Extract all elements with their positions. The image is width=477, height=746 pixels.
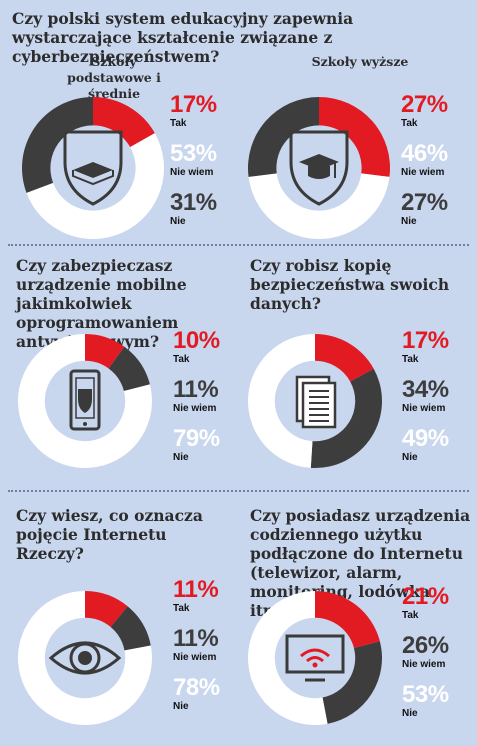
stat-group-backup: 17% Tak 34% Nie wiem 49% Nie xyxy=(402,328,449,475)
slice-nie-wiem xyxy=(248,173,390,239)
stat-label: Nie xyxy=(402,452,418,463)
stat-label: Nie wiem xyxy=(173,652,217,663)
donut-chart-iot xyxy=(17,591,153,725)
stat-value: 17% xyxy=(402,327,449,354)
slice-tak xyxy=(315,591,380,649)
stat-value: 78% xyxy=(173,674,220,701)
stat-value: 49% xyxy=(402,425,449,452)
stat-value: 34% xyxy=(402,376,449,403)
slice-tak xyxy=(85,591,128,628)
slice-nie xyxy=(247,334,315,468)
subtitle-primary-secondary: Szkoły podstawowe i średnie xyxy=(67,54,161,101)
stat-value: 27% xyxy=(401,91,448,118)
stat-value: 11% xyxy=(173,376,219,403)
stat-label: Nie xyxy=(170,216,186,227)
stat-nie: 49% Nie xyxy=(402,426,449,464)
slice-tak xyxy=(319,97,390,177)
donut-chart-mobile-antivirus xyxy=(17,334,152,468)
stat-label: Tak xyxy=(170,118,187,129)
stat-label: Nie wiem xyxy=(173,403,217,414)
stat-value: 53% xyxy=(402,681,449,708)
shield-outline xyxy=(63,130,123,206)
stat-value: 31% xyxy=(170,189,217,216)
question-education: Czy polski system edukacyjny zapewnia wy… xyxy=(12,9,354,66)
stat-nie: 31% Nie xyxy=(170,190,217,228)
stat-nie-wiem: 46% Nie wiem xyxy=(401,141,448,179)
stat-label: Nie wiem xyxy=(401,167,445,178)
stat-value: 53% xyxy=(170,140,217,167)
question-backup: Czy robisz kopię bezpieczeństwa swoich d… xyxy=(250,256,450,313)
stat-nie: 27% Nie xyxy=(401,190,448,228)
stat-group-primary: 17% Tak 53% Nie wiem 31% Nie xyxy=(170,92,217,239)
graduation-cap-icon xyxy=(289,130,349,206)
stat-group-higher: 27% Tak 46% Nie wiem 27% Nie xyxy=(401,92,448,239)
slice-nie xyxy=(21,97,93,193)
stat-group-devices: 21% Tak 26% Nie wiem 53% Nie xyxy=(402,584,449,731)
stat-label: Nie xyxy=(173,701,189,712)
eye-icon xyxy=(48,641,122,675)
stat-value: 11% xyxy=(173,625,219,652)
subtitle-higher: Szkoły wyższe xyxy=(311,54,409,69)
smartphone-shield-icon xyxy=(69,369,101,431)
stat-label: Nie xyxy=(402,708,418,719)
stat-nie-wiem: 11% Nie wiem xyxy=(173,626,220,664)
stat-value: 46% xyxy=(401,140,448,167)
donut-chart-primary-schools xyxy=(21,97,164,239)
documents-icon xyxy=(295,375,337,429)
stat-label: Nie wiem xyxy=(170,167,214,178)
stat-value: 27% xyxy=(401,189,448,216)
stat-label: Tak xyxy=(402,354,419,365)
slice-nie-wiem xyxy=(310,368,382,468)
stat-nie-wiem: 11% Nie wiem xyxy=(173,377,220,415)
slice-tak xyxy=(93,97,155,148)
section-divider xyxy=(8,244,469,246)
stat-nie-wiem: 26% Nie wiem xyxy=(402,633,449,671)
slice-tak xyxy=(315,334,374,382)
slice-nie xyxy=(17,334,152,468)
stat-nie-wiem: 53% Nie wiem xyxy=(170,141,217,179)
stat-label: Nie wiem xyxy=(402,659,446,670)
question-connected-devices: Czy posiadasz urządzenia codziennego uży… xyxy=(250,506,471,620)
stat-group-mobile: 10% Tak 11% Nie wiem 79% Nie xyxy=(173,328,220,475)
stat-label: Nie wiem xyxy=(402,403,446,414)
stat-value: 21% xyxy=(402,583,449,610)
slice-nie xyxy=(248,97,319,177)
stat-label: Tak xyxy=(173,603,190,614)
stat-value: 10% xyxy=(173,327,220,354)
stat-tak: 10% Tak xyxy=(173,328,220,366)
stat-label: Tak xyxy=(173,354,190,365)
stat-nie-wiem: 34% Nie wiem xyxy=(402,377,449,415)
slice-nie-wiem xyxy=(26,133,164,239)
slice-tak xyxy=(85,334,125,369)
question-iot: Czy wiesz, co oznacza pojęcie Internetu … xyxy=(16,506,203,563)
stat-tak: 17% Tak xyxy=(402,328,449,366)
stat-nie: 53% Nie xyxy=(402,682,449,720)
stat-label: Nie xyxy=(173,452,189,463)
section-divider xyxy=(8,490,469,492)
stat-tak: 21% Tak xyxy=(402,584,449,622)
donut-chart-higher-schools xyxy=(248,97,390,239)
donut-chart-connected-devices xyxy=(247,591,382,725)
slice-nie-wiem xyxy=(108,346,150,392)
stat-value: 11% xyxy=(173,576,219,603)
stat-nie: 78% Nie xyxy=(173,675,220,713)
stat-nie: 79% Nie xyxy=(173,426,220,464)
stat-group-iot: 11% Tak 11% Nie wiem 78% Nie xyxy=(173,577,220,724)
stat-label: Nie xyxy=(401,216,417,227)
stat-label: Tak xyxy=(402,610,419,621)
book-icon xyxy=(63,130,123,206)
stat-tak: 27% Tak xyxy=(401,92,448,130)
slice-nie-wiem xyxy=(110,606,151,651)
slice-nie-wiem xyxy=(322,641,382,724)
slice-nie xyxy=(247,591,328,725)
stat-value: 79% xyxy=(173,425,220,452)
slice-nie xyxy=(17,591,153,725)
stat-value: 26% xyxy=(402,632,449,659)
stat-label: Tak xyxy=(401,118,418,129)
smart-tv-icon xyxy=(285,634,345,682)
stat-tak: 17% Tak xyxy=(170,92,217,130)
stat-value: 17% xyxy=(170,91,217,118)
stat-tak: 11% Tak xyxy=(173,577,220,615)
donut-chart-backup xyxy=(247,334,382,468)
